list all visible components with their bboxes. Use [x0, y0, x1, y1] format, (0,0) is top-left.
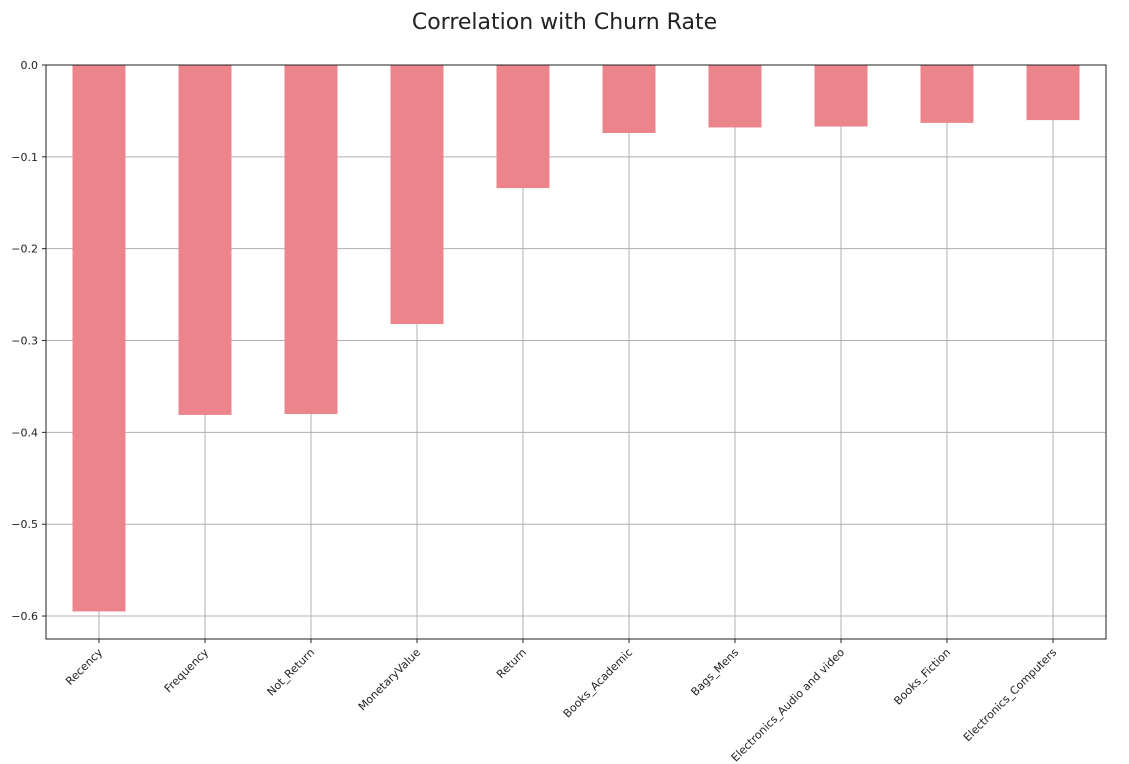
y-tick-label: −0.4 — [11, 426, 38, 439]
bars-layer — [72, 65, 1080, 612]
y-tick-label: −0.1 — [11, 151, 38, 164]
x-tick-label: Frequency — [162, 646, 212, 696]
bar-return — [496, 65, 550, 189]
bar-electronics-audio-and-video — [814, 65, 868, 127]
bar-electronics-computers — [1026, 65, 1080, 121]
bar-recency — [72, 65, 126, 612]
x-tick-label: Not_Return — [265, 646, 318, 699]
x-tick-label: Electronics_Computers — [961, 646, 1059, 744]
plot-frame — [45, 64, 1107, 640]
y-tick-label: −0.5 — [11, 518, 38, 531]
x-tick-label: MonetaryValue — [356, 646, 424, 714]
x-tick-label: Recency — [63, 646, 105, 688]
x-tick-label: Bags_Mens — [688, 646, 741, 699]
x-axis: Recency Frequency Not_Return MonetaryValue R… — [63, 639, 1059, 764]
y-tick-label: 0.0 — [21, 59, 39, 72]
x-tick-label: Books_Fiction — [891, 646, 953, 708]
y-tick-label: −0.2 — [11, 243, 38, 256]
bar-monetaryvalue — [390, 65, 444, 324]
x-tick-label: Books_Academic — [561, 646, 635, 720]
bar-books-fiction — [920, 65, 974, 123]
x-tick-label: Electronics_Audio and video — [729, 646, 848, 764]
bar-bags-mens — [708, 65, 762, 128]
bar-books-academic — [602, 65, 656, 133]
y-axis: 0.0 −0.1 −0.2 −0.3 −0.4 −0.5 −0.6 — [11, 59, 46, 623]
x-tick-label: Return — [494, 646, 529, 681]
chart-title: Correlation with Churn Rate — [411, 10, 718, 35]
y-tick-label: −0.3 — [11, 335, 38, 348]
bar-frequency — [178, 65, 232, 415]
bar-not-return — [284, 65, 338, 414]
y-tick-label: −0.6 — [11, 610, 38, 623]
